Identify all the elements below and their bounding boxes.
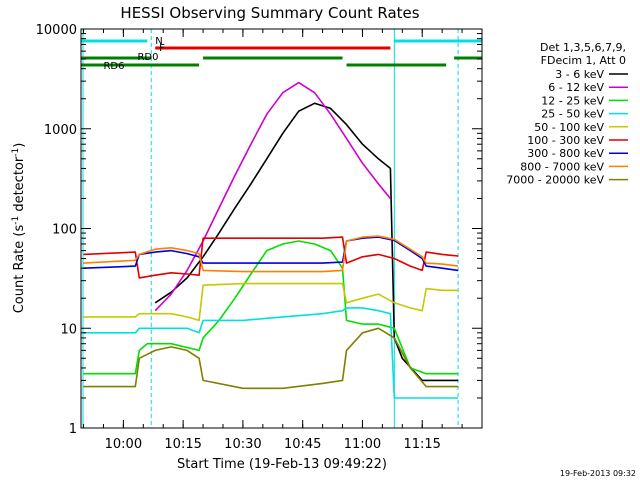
series-line-8 bbox=[83, 235, 459, 273]
plot-frame bbox=[80, 28, 483, 429]
legend-label: 800 - 7000 keV bbox=[520, 160, 604, 173]
flag-label-n: N bbox=[155, 36, 162, 47]
y-tick-label: 100 bbox=[52, 223, 77, 238]
generation-timestamp: 19-Feb-2013 09:32 bbox=[560, 469, 636, 478]
series-line-5 bbox=[83, 282, 459, 322]
y-axis-label: Count Rate (s-1 detector-1) bbox=[11, 143, 27, 314]
legend-label: 50 - 100 keV bbox=[534, 121, 604, 134]
series-line-2 bbox=[154, 81, 392, 312]
flag-label-rd0: RD0 bbox=[137, 52, 158, 63]
legend-label: 7000 - 20000 keV bbox=[506, 174, 604, 187]
legend: Det 1,3,5,6,7,9, FDecim 1, Att 0 3 - 6 k… bbox=[506, 41, 628, 187]
y-axis: 1 10 100 1000 10000 bbox=[36, 23, 482, 437]
legend-label: 6 - 12 keV bbox=[548, 81, 604, 94]
legend-label: 25 - 50 keV bbox=[541, 108, 604, 121]
x-axis-label: Start Time (19-Feb-13 09:49:22) bbox=[177, 457, 387, 472]
chart-title: HESSI Observing Summary Count Rates bbox=[120, 4, 419, 22]
flag-label-f: F bbox=[159, 43, 165, 54]
legend-label: 100 - 300 keV bbox=[527, 134, 604, 147]
x-tick-label: 10:30 bbox=[224, 437, 261, 452]
x-axis: 10:00 10:15 10:30 10:45 11:00 11:15 bbox=[83, 29, 463, 452]
series-line-6 bbox=[83, 236, 459, 279]
x-tick-label: 10:00 bbox=[105, 437, 142, 452]
x-tick-label: 10:45 bbox=[284, 437, 321, 452]
series-line-7 bbox=[83, 236, 459, 272]
flag-label-rd6: RD6 bbox=[103, 61, 124, 72]
legend-label: 12 - 25 keV bbox=[541, 94, 604, 107]
legend-header-line-2: FDecim 1, Att 0 bbox=[541, 54, 626, 67]
y-tick-label: 10 bbox=[60, 322, 77, 337]
x-tick-label: 11:15 bbox=[403, 437, 440, 452]
series-line-4 bbox=[83, 307, 459, 399]
legend-label: 300 - 800 keV bbox=[527, 147, 604, 160]
legend-label: 3 - 6 keV bbox=[555, 68, 604, 81]
series-line-3 bbox=[83, 240, 459, 375]
series-line-9 bbox=[83, 327, 459, 390]
x-tick-label: 10:15 bbox=[164, 437, 201, 452]
legend-header-line-1: Det 1,3,5,6,7,9, bbox=[540, 41, 626, 54]
y-tick-label: 10000 bbox=[36, 23, 77, 38]
series-line-1 bbox=[154, 102, 459, 382]
y-tick-label: 1000 bbox=[44, 123, 77, 138]
x-tick-label: 11:00 bbox=[344, 437, 381, 452]
y-tick-label: 1 bbox=[69, 422, 77, 437]
